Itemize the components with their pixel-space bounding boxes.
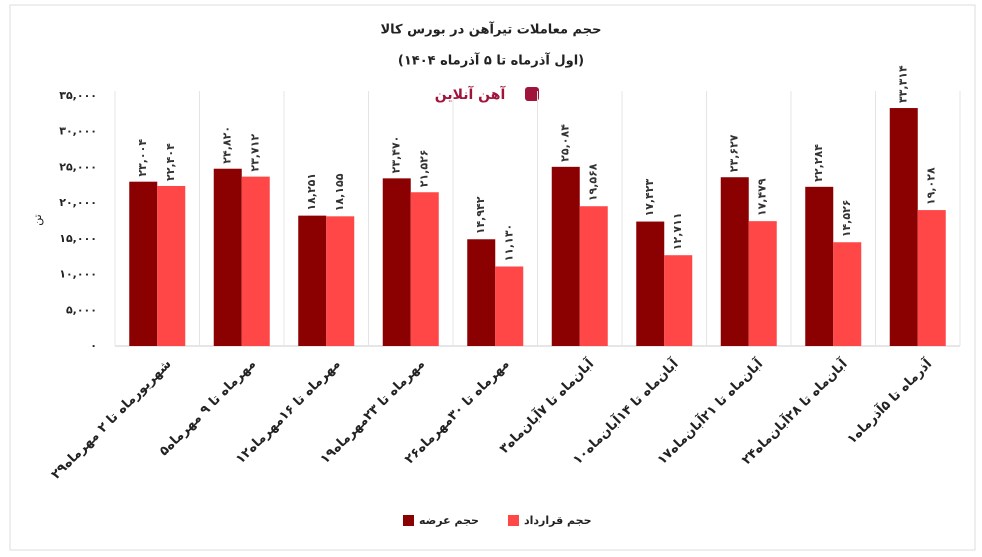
value-label: ۱۸,۲۵۱ — [305, 173, 318, 211]
value-label: ۱۸,۱۵۵ — [333, 173, 346, 211]
value-label: ۱۹,۵۶۸ — [587, 163, 600, 201]
value-label: ۱۲,۷۱۱ — [671, 212, 684, 250]
bar — [326, 216, 355, 346]
value-label: ۲۳,۴۷۰ — [390, 136, 403, 174]
y-tick-label: ۳۵,۰۰۰ — [59, 89, 97, 102]
bar — [129, 181, 158, 346]
legend-label: حجم قرارداد — [524, 514, 592, 527]
value-label: ۱۷,۴۷۹ — [756, 178, 769, 216]
bar — [410, 192, 439, 346]
value-label: ۱۴,۵۲۶ — [840, 199, 853, 237]
bar — [579, 206, 608, 346]
bar — [889, 108, 918, 347]
bar — [157, 185, 186, 346]
bar — [382, 178, 411, 346]
y-tick-label: ۲۰,۰۰۰ — [59, 196, 97, 209]
bar — [664, 255, 693, 346]
bar — [241, 176, 270, 346]
y-tick-label: ۵,۰۰۰ — [66, 303, 97, 316]
bar — [467, 239, 496, 346]
value-label: ۳۳,۳۱۴ — [897, 65, 910, 103]
value-label: ۲۳,۶۲۷ — [728, 134, 741, 172]
legend-swatch — [508, 515, 519, 526]
bar — [213, 168, 242, 346]
value-label: ۲۵,۰۸۴ — [559, 124, 572, 162]
y-tick-label: ۲۵,۰۰۰ — [59, 160, 97, 173]
bar — [551, 166, 580, 346]
value-label: ۲۲,۴۰۴ — [164, 143, 177, 181]
bar — [298, 215, 327, 346]
y-tick-label: ۰ — [90, 339, 97, 352]
value-label: ۱۹,۰۲۸ — [925, 167, 938, 205]
legend-label: حجم عرضه — [419, 514, 479, 527]
value-label: ۲۲,۲۸۴ — [812, 144, 825, 182]
bar — [833, 242, 862, 346]
logo-icon — [525, 87, 539, 101]
value-label: ۲۳,۰۰۴ — [136, 139, 149, 177]
value-label: ۲۱,۵۲۶ — [418, 149, 431, 187]
value-label: ۱۷,۴۲۳ — [643, 179, 656, 217]
value-label: ۱۴,۹۴۲ — [474, 196, 487, 234]
value-label: ۲۴,۸۲۰ — [221, 126, 234, 164]
bar — [917, 210, 946, 346]
value-label: ۲۳,۷۱۲ — [249, 134, 262, 172]
y-tick-label: ۱۵,۰۰۰ — [59, 232, 97, 245]
y-tick-label: ۳۰,۰۰۰ — [59, 125, 97, 138]
logo: آهن آنلاین — [435, 85, 507, 103]
chart-subtitle: (اول آذرماه تا ۵ آذرماه ۱۴۰۴) — [398, 52, 584, 69]
legend-swatch — [403, 515, 414, 526]
y-axis-title: تن — [31, 214, 44, 225]
y-tick-label: ۱۰,۰۰۰ — [59, 268, 97, 281]
bar — [805, 186, 834, 346]
bar — [636, 221, 665, 346]
bar — [720, 177, 749, 346]
bar — [495, 266, 524, 346]
bar — [748, 221, 777, 346]
chart-title: حجم معاملات تیرآهن در بورس کالا — [381, 21, 602, 38]
value-label: ۱۱,۱۳۰ — [502, 224, 515, 262]
